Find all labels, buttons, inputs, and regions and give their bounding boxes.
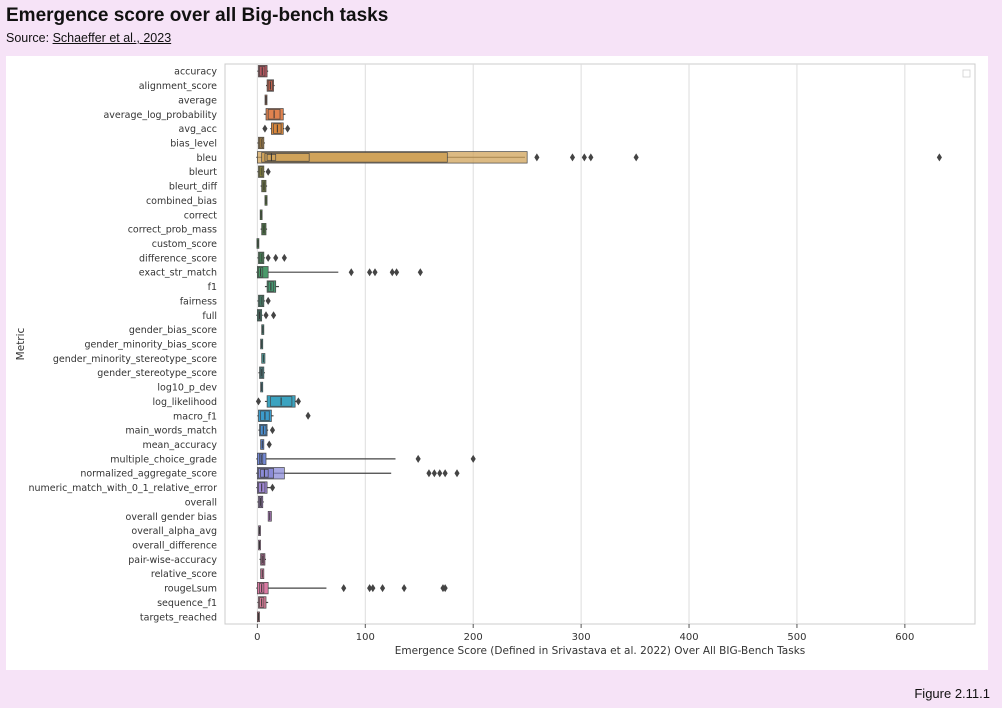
outlier-point (273, 253, 279, 262)
x-axis-label: Emergence Score (Defined in Srivastava e… (395, 645, 806, 657)
ytick-label: numeric_match_with_0_1_relative_error (28, 483, 217, 494)
ytick-label: main_words_match (125, 426, 217, 437)
ytick-label: bleurt (189, 167, 217, 178)
outlier-point (431, 469, 437, 478)
ytick-label: sequence_f1 (157, 598, 217, 609)
ytick-label: full (202, 311, 217, 322)
ytick-label: relative_score (151, 569, 217, 580)
outlier-point (285, 124, 291, 133)
ytick-label: average (178, 95, 217, 106)
outlier-point (633, 153, 639, 162)
source-prefix: Source: (6, 31, 53, 45)
outlier-point (372, 268, 378, 277)
outlier-point (265, 253, 271, 262)
outlier-point (370, 584, 376, 593)
ytick-label: rougeLsum (164, 584, 217, 595)
plot-area (224, 63, 976, 625)
xtick-label: 500 (787, 632, 806, 643)
ytick-label: overall_difference (132, 541, 217, 552)
xtick-label: 600 (895, 632, 914, 643)
ytick-label: bias_level (170, 138, 217, 149)
outlier-point (281, 253, 287, 262)
xtick-label: 400 (679, 632, 698, 643)
box (264, 153, 310, 162)
xtick-label: 100 (356, 632, 375, 643)
ytick-label: overall gender bias (126, 512, 217, 523)
outlier-point (417, 268, 423, 277)
ytick-label: log_likelihood (153, 397, 217, 408)
outlier-point (581, 153, 587, 162)
outlier-point (401, 584, 407, 593)
outlier-point (255, 397, 262, 406)
ytick-label: log10_p_dev (157, 383, 217, 394)
ytick-label: mean_accuracy (142, 440, 217, 451)
outlier-point (470, 454, 476, 463)
outlier-point (265, 296, 271, 305)
outlier-point (295, 397, 301, 406)
ytick-label: multiple_choice_grade (110, 454, 217, 465)
xtick-label: 0 (254, 632, 260, 643)
ytick-label: macro_f1 (173, 411, 217, 422)
outlier-point (389, 268, 395, 277)
ytick-label: bleurt_diff (169, 182, 218, 193)
page-title: Emergence score over all Big-bench tasks (6, 5, 389, 26)
ytick-label: overall (185, 497, 217, 508)
outlier-point (442, 469, 448, 478)
ytick-label: fairness (180, 296, 217, 307)
ytick-label: correct (184, 210, 218, 221)
outlier-point (263, 311, 269, 320)
ytick-label: gender_minority_stereotype_score (53, 354, 217, 365)
xtick-label: 300 (572, 632, 591, 643)
outlier-point (269, 483, 276, 492)
outlier-point (367, 268, 373, 277)
outlier-point (394, 268, 400, 277)
box (261, 152, 448, 163)
ytick-label: average_log_probability (103, 110, 217, 121)
ytick-label: normalized_aggregate_score (80, 469, 217, 480)
ytick-label: custom_score (152, 239, 217, 250)
outlier-point (266, 440, 272, 449)
figure-label: Figure 2.11.1 (914, 686, 990, 701)
ytick-label: targets_reached (140, 612, 217, 623)
outlier-point (269, 426, 276, 435)
outlier-point (265, 167, 271, 176)
outlier-point (588, 153, 594, 162)
ytick-label: gender_bias_score (129, 325, 217, 336)
ytick-label: difference_score (139, 253, 217, 264)
outlier-point (262, 124, 268, 133)
ytick-label: combined_bias (146, 196, 217, 207)
y-axis-label: Metric (15, 327, 27, 360)
outlier-point (454, 469, 460, 478)
source-line: Source: Schaeffer et al., 2023 (6, 31, 171, 45)
xtick-label: 200 (464, 632, 483, 643)
ytick-label: overall_alpha_avg (131, 526, 217, 537)
legend-box (962, 69, 971, 78)
source-link[interactable]: Schaeffer et al., 2023 (52, 31, 172, 45)
ytick-label: accuracy (174, 67, 217, 78)
outlier-point (305, 411, 311, 420)
outlier-point (348, 268, 354, 277)
ytick-label: pair-wise-accuracy (128, 555, 217, 566)
outlier-point (379, 584, 386, 593)
ytick-label: bleu (196, 153, 217, 164)
outlier-point (534, 153, 540, 162)
ytick-label: gender_minority_bias_score (84, 340, 217, 351)
outlier-point (569, 153, 576, 162)
ytick-label: exact_str_match (139, 268, 217, 279)
ytick-label: correct_prob_mass (128, 225, 217, 236)
ytick-label: gender_stereotype_score (97, 368, 217, 379)
outlier-point (426, 469, 432, 478)
outlier-point (415, 454, 421, 463)
outlier-point (271, 311, 277, 320)
ytick-label: avg_acc (179, 124, 218, 135)
outlier-point (437, 469, 443, 478)
outlier-point (367, 584, 373, 593)
outlier-point (936, 153, 942, 162)
outlier-point (442, 584, 448, 593)
outlier-point (341, 584, 347, 593)
ytick-label: alignment_score (139, 81, 217, 92)
ytick-label: f1 (208, 282, 217, 293)
